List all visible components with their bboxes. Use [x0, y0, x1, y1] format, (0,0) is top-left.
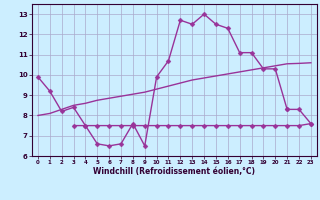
X-axis label: Windchill (Refroidissement éolien,°C): Windchill (Refroidissement éolien,°C) [93, 167, 255, 176]
